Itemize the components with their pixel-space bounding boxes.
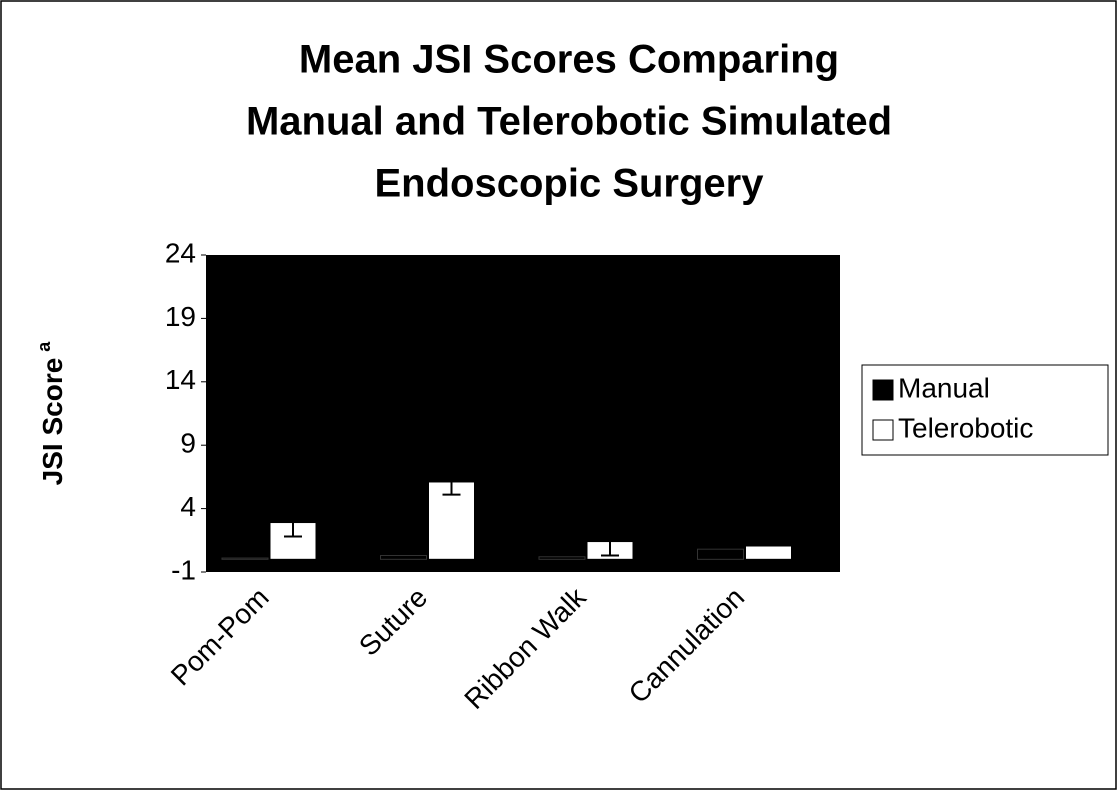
y-axis-label: JSI Score a xyxy=(34,341,69,486)
y-tick-label: 9 xyxy=(180,428,196,459)
legend-swatch xyxy=(872,419,894,441)
legend-label: Manual xyxy=(898,372,990,403)
bar xyxy=(221,557,269,560)
legend-label: Telerobotic xyxy=(898,412,1033,443)
bar xyxy=(697,548,744,560)
y-tick-label: 4 xyxy=(180,491,196,522)
y-axis-label-text: JSI Score xyxy=(37,358,68,486)
y-tick-label: 14 xyxy=(165,364,196,395)
y-axis-label-note: a xyxy=(34,341,54,352)
bar xyxy=(380,555,427,560)
chart-title: Manual and Telerobotic Simulated xyxy=(246,100,892,144)
legend-box xyxy=(861,364,1109,456)
y-tick-label: -1 xyxy=(171,554,196,585)
chart-title: Endoscopic Surgery xyxy=(375,162,765,206)
bar xyxy=(745,545,792,560)
y-tick-label: 24 xyxy=(165,237,196,268)
bar xyxy=(538,556,586,560)
legend-swatch xyxy=(872,379,894,401)
chart-title: Mean JSI Scores Comparing xyxy=(299,38,839,82)
plot-area xyxy=(206,255,840,572)
y-tick-label: 19 xyxy=(165,301,196,332)
